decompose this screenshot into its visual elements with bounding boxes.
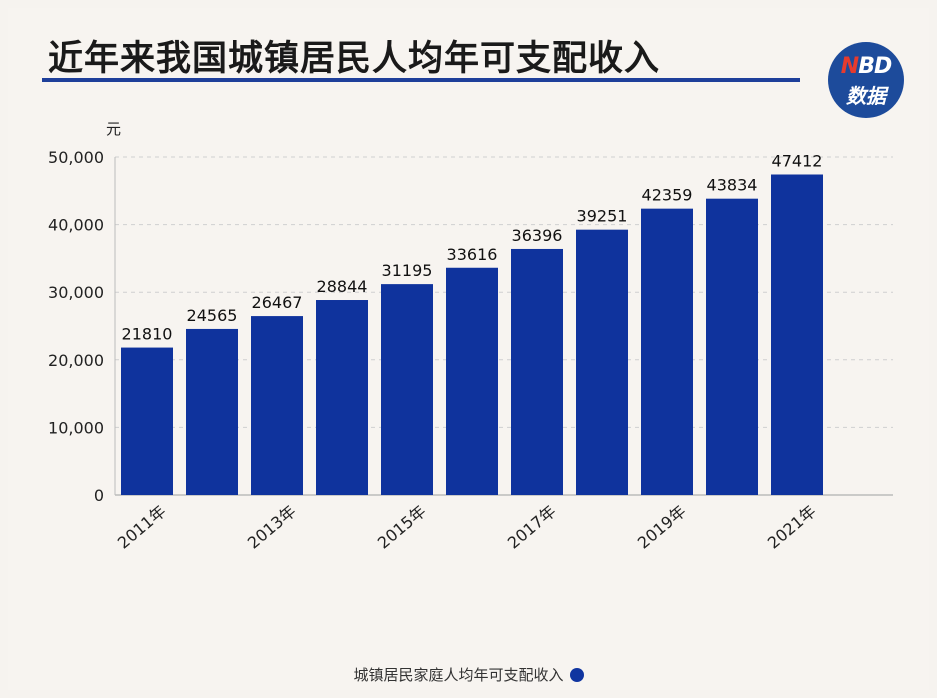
bar — [186, 328, 238, 495]
y-tick-label: 10,000 — [48, 418, 104, 437]
bar — [511, 248, 563, 495]
data-label: 28844 — [317, 277, 368, 296]
legend: 城镇居民家庭人均年可支配收入 — [0, 664, 937, 685]
data-label: 42359 — [642, 186, 693, 205]
data-label: 33616 — [447, 245, 498, 264]
logo-text-nbd: NBD — [840, 54, 892, 79]
chart-title: 近年来我国城镇居民人均年可支配收入 — [48, 39, 661, 79]
x-tick-label: 2021年 — [764, 502, 820, 553]
bar — [706, 198, 758, 495]
nbd-logo: NBD 数据 — [828, 42, 904, 118]
bar — [576, 229, 628, 495]
data-label: 31195 — [382, 261, 433, 280]
y-tick-label: 50,000 — [48, 148, 104, 167]
x-tick-label: 2013年 — [244, 502, 300, 553]
data-label: 24565 — [187, 306, 238, 325]
logo-text-data: 数据 — [846, 84, 886, 108]
bar — [641, 208, 693, 496]
bar — [771, 174, 823, 495]
bar — [121, 347, 173, 495]
bar — [316, 300, 368, 495]
x-tick-label: 2017年 — [504, 502, 560, 553]
data-label: 21810 — [122, 325, 173, 344]
data-label: 26467 — [252, 293, 303, 312]
x-tick-label: 2019年 — [634, 502, 690, 553]
y-axis-unit: 元 — [106, 120, 122, 138]
title-underline — [42, 78, 800, 82]
x-tick-label: 2015年 — [374, 502, 430, 553]
bar — [381, 284, 433, 495]
bar — [251, 316, 303, 495]
data-label: 36396 — [512, 226, 563, 245]
data-label: 43834 — [707, 176, 758, 195]
y-tick-label: 20,000 — [48, 351, 104, 370]
data-label: 39251 — [577, 207, 628, 226]
bar — [446, 267, 498, 495]
data-label: 47412 — [772, 151, 823, 170]
x-tick-label: 2011年 — [114, 502, 170, 553]
y-tick-label: 30,000 — [48, 283, 104, 302]
legend-swatch — [569, 668, 584, 682]
y-tick-label: 0 — [94, 486, 104, 505]
y-tick-label: 40,000 — [48, 216, 104, 235]
legend-label: 城镇居民家庭人均年可支配收入 — [353, 666, 564, 684]
